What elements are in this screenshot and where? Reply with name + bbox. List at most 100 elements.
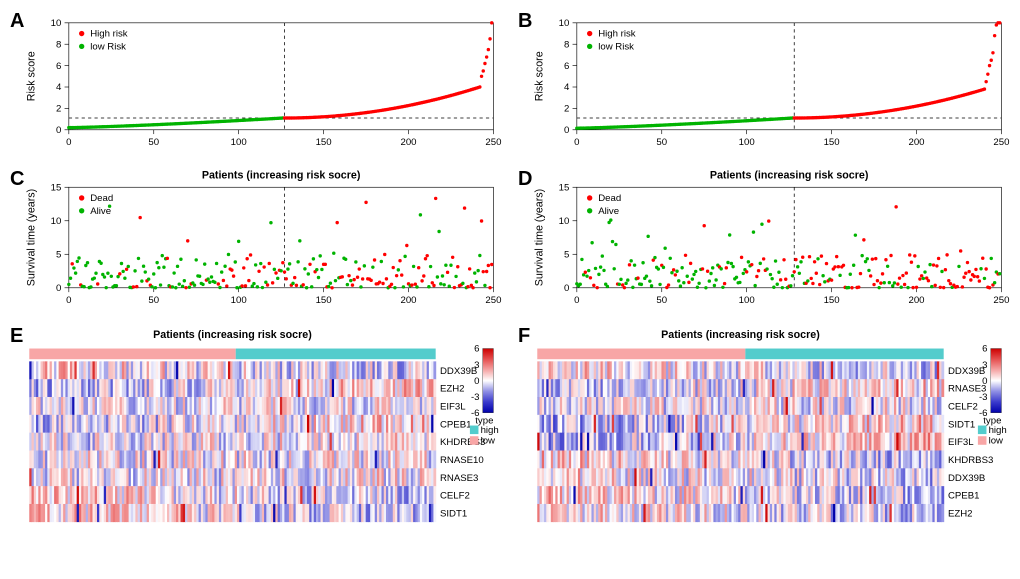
svg-text:6: 6: [564, 61, 569, 72]
svg-text:150: 150: [824, 294, 840, 305]
risk-score-chart-B: 0 50 100 150 200 250 0 2 4 6 8 10 Risk score High ris…: [518, 10, 1010, 160]
svg-text:0: 0: [56, 283, 61, 294]
svg-text:0: 0: [982, 376, 987, 387]
svg-text:Patients (increasing risk socr: Patients (increasing risk socre): [661, 329, 820, 341]
svg-text:-3: -3: [979, 392, 988, 403]
svg-text:150: 150: [316, 294, 332, 305]
svg-text:Alive: Alive: [90, 206, 111, 217]
svg-text:0: 0: [574, 137, 579, 148]
svg-text:8: 8: [564, 39, 569, 50]
svg-text:CPEB1: CPEB1: [440, 420, 472, 431]
svg-text:10: 10: [559, 216, 570, 227]
panel-letter-F: F: [518, 325, 530, 348]
svg-text:CELF2: CELF2: [440, 491, 470, 502]
panel-C: C Patients (increasing risk socre)050100…: [10, 168, 502, 318]
svg-text:high: high: [481, 425, 499, 436]
svg-text:250: 250: [993, 137, 1009, 148]
svg-text:0: 0: [56, 125, 61, 136]
svg-text:6: 6: [56, 61, 61, 72]
svg-text:CELF2: CELF2: [948, 402, 978, 413]
svg-text:200: 200: [400, 137, 416, 148]
svg-text:0: 0: [474, 376, 479, 387]
svg-text:0: 0: [564, 125, 569, 136]
svg-text:Patients (increasing risk socr: Patients (increasing risk socre): [710, 169, 869, 181]
svg-text:200: 200: [400, 294, 416, 305]
panel-letter-E: E: [10, 325, 23, 348]
svg-text:Patients (increasing risk socr: Patients (increasing risk socre): [153, 329, 312, 341]
svg-text:50: 50: [656, 137, 667, 148]
survival-scatter-C: Patients (increasing risk socre)05010015…: [10, 168, 502, 318]
svg-text:EIF3L: EIF3L: [948, 438, 974, 449]
panel-letter-B: B: [518, 10, 532, 33]
svg-text:4: 4: [56, 82, 62, 93]
svg-text:50: 50: [148, 294, 159, 305]
svg-text:low Risk: low Risk: [90, 42, 126, 53]
svg-text:RNASE10: RNASE10: [440, 455, 484, 466]
svg-text:Alive: Alive: [598, 206, 619, 217]
svg-text:3: 3: [474, 360, 479, 371]
svg-text:0: 0: [66, 137, 71, 148]
svg-text:DDX39B: DDX39B: [948, 473, 985, 484]
svg-text:2: 2: [56, 104, 61, 115]
svg-text:Survival time (years): Survival time (years): [534, 189, 546, 286]
svg-text:250: 250: [993, 294, 1009, 305]
survival-scatter-D: Patients (increasing risk socre)05010015…: [518, 168, 1010, 318]
panel-A: A 0501001502002500246810Risk scoreHigh r…: [10, 10, 502, 160]
svg-text:-3: -3: [471, 392, 480, 403]
svg-text:5: 5: [56, 249, 61, 260]
svg-text:0: 0: [66, 294, 71, 305]
svg-text:10: 10: [559, 18, 570, 29]
svg-text:15: 15: [51, 182, 62, 193]
svg-text:100: 100: [739, 294, 755, 305]
svg-text:250: 250: [485, 294, 501, 305]
svg-text:Risk score: Risk score: [534, 51, 546, 101]
svg-text:DDX39B: DDX39B: [440, 366, 477, 377]
svg-text:8: 8: [56, 39, 61, 50]
svg-text:KHDRBS3: KHDRBS3: [440, 438, 485, 449]
svg-text:10: 10: [51, 18, 62, 29]
svg-text:50: 50: [148, 137, 159, 148]
svg-text:Dead: Dead: [598, 193, 621, 204]
svg-text:low: low: [481, 436, 495, 447]
svg-text:EIF3L: EIF3L: [440, 402, 466, 413]
svg-text:100: 100: [231, 294, 247, 305]
heatmap-E: Patients (increasing risk socre) DDX39B EZ…: [10, 325, 502, 528]
svg-text:SIDT1: SIDT1: [440, 509, 467, 520]
svg-text:EZH2: EZH2: [440, 384, 465, 395]
svg-text:150: 150: [316, 137, 332, 148]
panel-letter-D: D: [518, 168, 532, 191]
svg-text:Risk score: Risk score: [26, 51, 38, 101]
svg-text:EZH2: EZH2: [948, 509, 973, 520]
svg-text:Survival time (years): Survival time (years): [26, 189, 38, 286]
svg-text:High risk: High risk: [598, 29, 636, 40]
panel-E: E Patients (increasing risk socre) DDX39B…: [10, 325, 502, 528]
panel-letter-C: C: [10, 168, 24, 191]
svg-text:CPEB1: CPEB1: [948, 491, 980, 502]
svg-text:high: high: [989, 425, 1007, 436]
svg-text:SIDT1: SIDT1: [948, 420, 975, 431]
panel-letter-A: A: [10, 10, 24, 33]
svg-text:50: 50: [656, 294, 667, 305]
svg-text:0: 0: [564, 283, 569, 294]
svg-text:200: 200: [908, 137, 924, 148]
svg-text:6: 6: [982, 344, 987, 355]
svg-text:low Risk: low Risk: [598, 42, 634, 53]
svg-text:4: 4: [564, 82, 570, 93]
panel-D: D Patients (increasing risk socre)050100…: [518, 168, 1010, 318]
svg-text:6: 6: [474, 344, 479, 355]
svg-text:200: 200: [908, 294, 924, 305]
svg-text:100: 100: [739, 137, 755, 148]
svg-text:2: 2: [564, 104, 569, 115]
svg-text:High risk: High risk: [90, 29, 128, 40]
svg-text:0: 0: [574, 294, 579, 305]
svg-text:Dead: Dead: [90, 193, 113, 204]
svg-text:100: 100: [231, 137, 247, 148]
svg-text:3: 3: [982, 360, 987, 371]
heatmap-F: Patients (increasing risk socre)DDX39BRN…: [518, 325, 1010, 528]
svg-text:15: 15: [559, 182, 570, 193]
svg-text:10: 10: [51, 216, 62, 227]
svg-text:5: 5: [564, 249, 569, 260]
svg-text:KHDRBS3: KHDRBS3: [948, 455, 993, 466]
svg-text:150: 150: [824, 137, 840, 148]
panel-F: F Patients (increasing risk socre) DDX39B…: [518, 325, 1010, 528]
